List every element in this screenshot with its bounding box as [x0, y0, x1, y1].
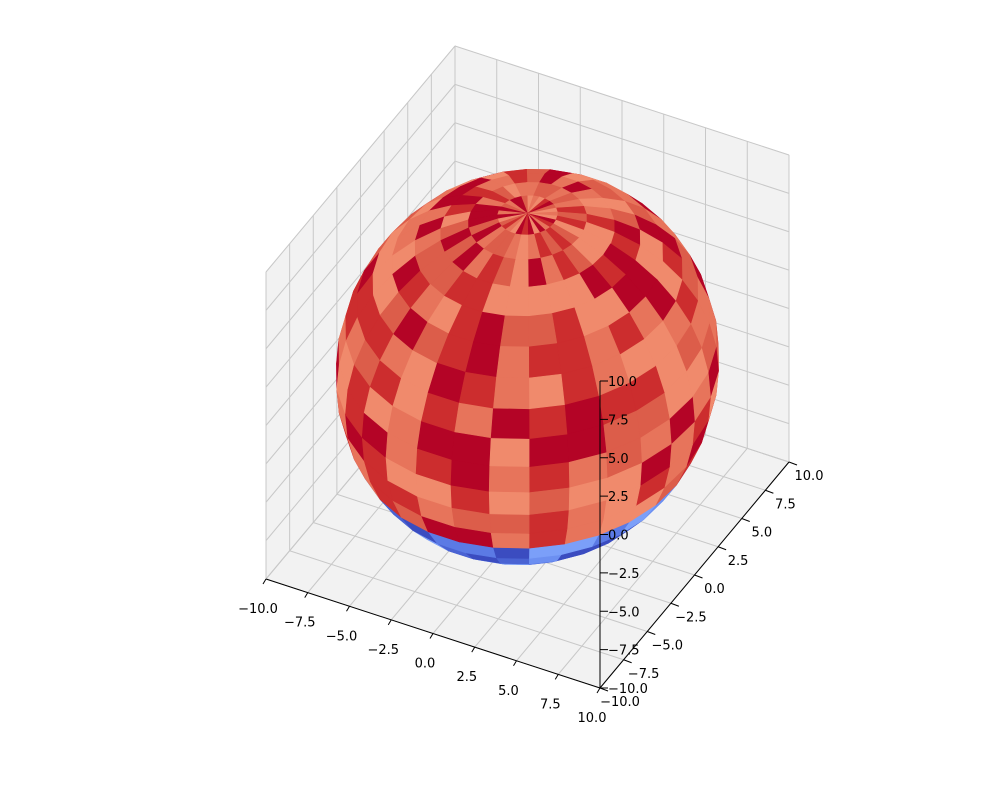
y-tick — [788, 461, 798, 466]
y-axis-ticks: −10.0−7.5−5.0−2.50.02.55.07.510.0 — [599, 461, 824, 710]
y-tick — [670, 602, 680, 607]
surface-facet — [528, 404, 568, 439]
surface-facet — [528, 461, 570, 493]
y-tick — [694, 574, 703, 579]
z-tick-label: 5.0 — [608, 452, 629, 467]
surface-facet — [500, 315, 530, 348]
z-tick-label: 2.5 — [608, 490, 629, 505]
y-tick-label: −2.5 — [675, 610, 707, 625]
surface-facet — [458, 371, 497, 409]
x-tick — [262, 578, 267, 585]
y-tick — [717, 546, 727, 551]
z-axis-ticks: −10.0 −7.5 −5.0 −2.5 0.0 2.5 5.0 7.5 10.0 — [600, 375, 648, 697]
z-tick-label: −2.5 — [608, 567, 640, 582]
z-tick-label: 10.0 — [608, 375, 637, 390]
x-tick-label: 5.0 — [498, 684, 519, 699]
gridline — [454, 122, 790, 233]
x-tick — [346, 605, 350, 612]
surface-facet — [490, 532, 530, 549]
y-tick-label: −5.0 — [652, 639, 684, 654]
y-tick — [741, 518, 750, 522]
x-tick — [471, 646, 476, 653]
x-tick-label: −10.0 — [238, 602, 278, 617]
y-tick-label: 5.0 — [751, 526, 772, 541]
x-tick-label: 2.5 — [456, 670, 477, 685]
x-tick — [429, 633, 434, 639]
z-tick-label: −10.0 — [608, 682, 648, 697]
surface-facet — [496, 346, 530, 379]
sphere-surface — [336, 168, 719, 566]
x-tick — [387, 619, 392, 626]
surface-facet — [488, 490, 530, 515]
y-tick — [647, 631, 656, 635]
y-tick-label: 7.5 — [775, 497, 796, 512]
surface-facet — [528, 433, 569, 467]
gridline — [265, 84, 456, 311]
surface-facet — [454, 402, 494, 439]
surface-facet — [489, 437, 530, 467]
y-tick-label: 10.0 — [795, 469, 824, 484]
surface-facet — [495, 557, 530, 565]
y-tick-label: −7.5 — [628, 667, 660, 682]
gridline — [454, 45, 790, 156]
z-tick-label: −7.5 — [608, 644, 640, 659]
y-tick — [765, 489, 774, 494]
x-tick — [554, 674, 559, 680]
x-axis-ticks: −10.0 −7.5 −5.0 −2.5 0.0 2.5 5.0 7.5 10.0 — [238, 578, 607, 726]
x-tick — [304, 592, 309, 598]
surface-facet — [493, 376, 530, 410]
surface-facet — [488, 465, 530, 493]
y-tick-label: 2.5 — [728, 554, 749, 569]
gridline — [313, 522, 648, 632]
gridline — [289, 550, 624, 661]
gridline — [454, 83, 790, 194]
x-tick-label: −5.0 — [326, 629, 358, 644]
x-tick-label: 0.0 — [415, 657, 436, 672]
x-tick — [513, 660, 517, 667]
surface-facet — [528, 313, 558, 348]
gridline — [265, 122, 456, 350]
x-tick — [596, 687, 601, 694]
z-tick-label: 7.5 — [608, 413, 629, 428]
surface-facet — [490, 407, 530, 439]
y-tick — [623, 659, 632, 664]
gridline — [265, 160, 456, 388]
x-tick-label: −2.5 — [368, 643, 400, 658]
surface-facet — [492, 547, 530, 559]
surface-facet — [489, 513, 530, 534]
x-tick-label: −7.5 — [284, 616, 316, 631]
y-tick-label: −10.0 — [600, 695, 640, 710]
y-tick-label: 0.0 — [704, 582, 725, 597]
z-tick-label: −5.0 — [608, 605, 640, 620]
x-tick-label: 7.5 — [540, 697, 561, 712]
x-tick-label: 10.0 — [578, 711, 607, 726]
z-tick-label: 0.0 — [608, 529, 629, 544]
surface-facet — [528, 343, 562, 379]
gridline — [265, 45, 456, 273]
surface-facet — [528, 373, 565, 410]
